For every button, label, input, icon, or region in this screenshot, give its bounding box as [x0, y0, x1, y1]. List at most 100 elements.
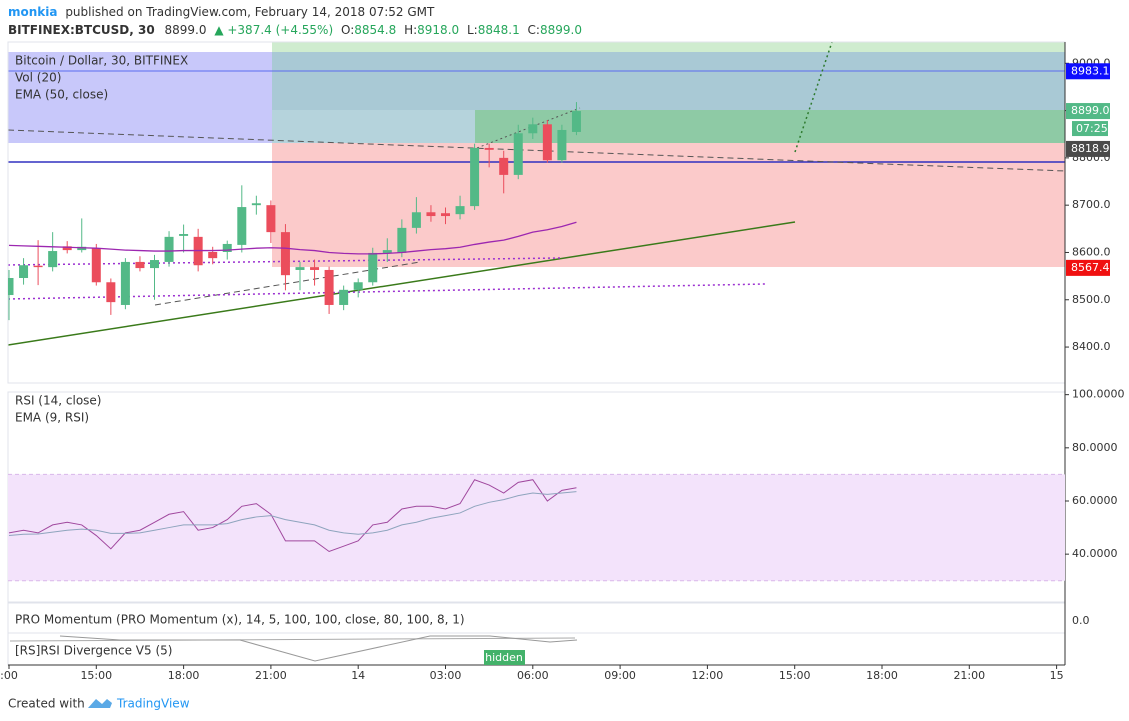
symbol: BITFINEX:BTCUSD, 30 [8, 23, 155, 37]
candle-body [91, 248, 101, 283]
change: ▲ +387.4 (+4.55%) [214, 23, 333, 37]
candle-body [353, 282, 363, 290]
h-label: H: [404, 23, 417, 37]
price-badge [1066, 259, 1110, 276]
price-badge [1066, 63, 1110, 80]
candle-body [19, 265, 29, 279]
o: 8854.8 [354, 23, 396, 37]
price-marks [8, 102, 581, 321]
hidden-label: hidden [485, 651, 523, 664]
header-line-1: monkia published on TradingView.com, Feb… [8, 5, 435, 19]
y-tick-label: 8400.0 [1072, 340, 1111, 353]
candle-body [135, 261, 145, 269]
candle-body [324, 269, 334, 305]
price-badge [1066, 140, 1110, 157]
candle-body [120, 261, 130, 305]
x-tick-label: 12:00 [692, 669, 724, 682]
candle-body [368, 252, 378, 283]
candle-body [426, 212, 436, 217]
divergence-line [9, 637, 576, 642]
x-tick-label: 15:00 [80, 669, 112, 682]
published: published on TradingView.com, February 1… [65, 5, 435, 19]
candle-body [208, 251, 218, 259]
candle-body [571, 111, 581, 132]
candle-body [542, 124, 552, 161]
x-tick-label: 21:00 [953, 669, 985, 682]
o-label: O: [341, 23, 354, 37]
x-tick-label: 18:00 [866, 669, 898, 682]
momentum-title: PRO Momentum (PRO Momentum (x), 14, 5, 1… [15, 613, 465, 627]
price-title: Bitcoin / Dollar, 30, BITFINEX [15, 54, 188, 68]
author: monkia [8, 5, 57, 19]
candle-body [470, 147, 480, 207]
candle-body [382, 250, 392, 253]
candle-body [77, 246, 87, 251]
y-tick-label: 8600.0 [1072, 245, 1111, 258]
rsi-band [8, 474, 1065, 581]
candle-body [8, 278, 14, 296]
zone [272, 110, 475, 143]
logo [88, 699, 112, 708]
projection [794, 42, 833, 153]
candle-body [411, 212, 421, 228]
price-badge-label: 8899.0 [1071, 104, 1110, 117]
x-tick-label: 09:00 [604, 669, 636, 682]
last: 8899.0 [165, 23, 207, 37]
x-tick-label: 21:00 [255, 669, 287, 682]
candle-body [455, 206, 465, 215]
l-label: L: [467, 23, 478, 37]
price-badge-label: 8567.4 [1071, 261, 1110, 274]
x-tick-label: 06:00 [517, 669, 549, 682]
x-tick-label: :00 [0, 669, 18, 682]
ema-line [8, 221, 577, 255]
candle-body [295, 267, 305, 270]
legend: Vol (20) [15, 71, 61, 85]
candle-body [251, 203, 261, 206]
x-tick-label: 15 [1050, 669, 1064, 682]
header-line-2: BITFINEX:BTCUSD, 30 8899.0 ▲ +387.4 (+4.… [8, 23, 582, 37]
legend: EMA (9, RSI) [15, 411, 89, 425]
zone [272, 52, 1065, 110]
divergence-curve [59, 635, 578, 662]
x-tick-label: 15:00 [779, 669, 811, 682]
candle-body [557, 129, 567, 161]
candle-body [499, 157, 509, 175]
candle-body [310, 267, 320, 270]
candle-body [339, 289, 349, 305]
l: 8848.1 [478, 23, 520, 37]
candle-body [237, 207, 247, 245]
candle-body [266, 205, 276, 233]
x-tick-label: 14 [351, 669, 365, 682]
candle-body [62, 246, 72, 251]
y-tick-label: 80.0000 [1072, 441, 1118, 454]
countdown: 07:25 [1076, 122, 1108, 135]
countdown-badge [1072, 121, 1108, 137]
zone [272, 42, 1065, 52]
price-badge-label: 8818.9 [1071, 142, 1110, 155]
y-tick-label: 8500.0 [1072, 293, 1111, 306]
hidden-badge [484, 650, 525, 665]
footer-created: Created with [8, 697, 85, 711]
divergence-title: [RS]RSI Divergence V5 (5) [15, 644, 172, 658]
zone [8, 52, 272, 143]
candle-body [179, 234, 189, 236]
candle-body [164, 236, 174, 262]
x-tick-label: 03:00 [430, 669, 462, 682]
trend-line [8, 221, 796, 346]
candle-body [528, 124, 538, 134]
candle-body [484, 147, 494, 150]
c: 8899.0 [540, 23, 582, 37]
candle-body [106, 282, 116, 303]
rsi-line [8, 491, 577, 537]
rsi-title: RSI (14, close) [15, 394, 101, 408]
footer-brand: TradingView [116, 697, 190, 711]
candle-body [513, 133, 523, 175]
candle-body [397, 227, 407, 253]
y-tick-label: 60.0000 [1072, 494, 1118, 507]
candle-body [33, 265, 43, 268]
dotted-line [8, 283, 766, 300]
candle-body [150, 260, 159, 269]
price-badge [1066, 103, 1110, 120]
